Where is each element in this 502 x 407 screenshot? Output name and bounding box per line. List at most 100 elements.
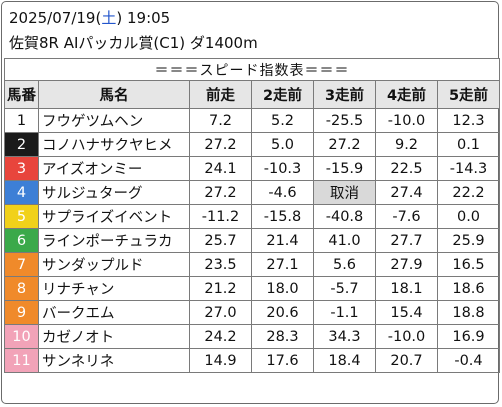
speed-index-cell: -1.1 [313,300,376,325]
speed-index-cell: 16.5 [437,252,500,277]
speed-index-cell: 28.3 [251,324,314,349]
speed-index-cell: 24.2 [189,324,252,349]
speed-index-cell: 18.0 [251,276,314,301]
speed-index-cell: 18.6 [437,276,500,301]
speed-index-cell: 18.4 [313,348,376,373]
weekday-open: ( [95,9,102,27]
race-datetime: 2025/07/19(土) 19:05 [9,9,170,27]
speed-index-cell: -10.0 [375,108,438,133]
horse-name: サンネリネ [38,348,190,373]
speed-index-cell: 18.1 [375,276,438,301]
speed-index-cell: 34.3 [313,324,376,349]
horse-number-badge: 8 [4,276,39,301]
speed-index-cell: -15.9 [313,156,376,181]
col-header-2nd: 2走前 [251,80,314,109]
speed-index-cell: 27.0 [189,300,252,325]
horse-name: アイズオンミー [38,156,190,181]
race-date: 2025/07/19 [9,9,96,27]
speed-index-cell: 27.2 [189,180,252,205]
race-title: 佐賀8R AIパッカル賞(C1) ダ1400m [9,34,258,52]
speed-index-cell: 27.2 [189,132,252,157]
col-header-gate: 馬番 [4,80,39,109]
speed-index-cell: 24.1 [189,156,252,181]
table-row: 6 ラインポーチュラカ 25.7 21.4 41.0 27.7 25.9 [4,228,500,253]
table-row: 11 サンネリネ 14.9 17.6 18.4 20.7 -0.4 [4,348,500,373]
horse-name: サルジュターグ [38,180,190,205]
speed-index-cell: 17.6 [251,348,314,373]
speed-index-cell: -14.3 [437,156,500,181]
speed-index-cell: 15.4 [375,300,438,325]
horse-number-badge: 7 [4,252,39,277]
speed-index-cell: 25.9 [437,228,500,253]
table-row: 9 バークエム 27.0 20.6 -1.1 15.4 18.8 [4,300,500,325]
horse-number-badge: 10 [4,324,39,349]
col-header-5th: 5走前 [437,80,500,109]
race-time: 19:05 [126,9,171,27]
table-row: 1 フウゲツムヘン 7.2 5.2 -25.5 -10.0 12.3 [4,108,500,133]
horse-name: バークエム [38,300,190,325]
speed-index-cell: 5.2 [251,108,314,133]
weekday-close: ) [116,9,123,27]
horse-number-badge: 2 [4,132,39,157]
speed-index-cell: 16.9 [437,324,500,349]
col-header-horse: 馬名 [38,80,190,109]
speed-index-cell: 9.2 [375,132,438,157]
speed-index-cell: 7.2 [189,108,252,133]
horse-number-badge: 5 [4,204,39,229]
speed-index-cell: -0.4 [437,348,500,373]
horse-number-badge: 11 [4,348,39,373]
speed-index-cell: -15.8 [251,204,314,229]
horse-number-badge: 9 [4,300,39,325]
col-header-3rd: 3走前 [313,80,376,109]
horse-number-badge: 4 [4,180,39,205]
speed-index-cell: 21.2 [189,276,252,301]
weekday: 土 [101,9,117,27]
horse-name: コノハナサクヤヒメ [38,132,190,157]
horse-name: フウゲツムヘン [38,108,190,133]
speed-index-cell: 22.2 [437,180,500,205]
speed-index-cell: 27.1 [251,252,314,277]
horse-number-badge: 3 [4,156,39,181]
speed-index-cell: 12.3 [437,108,500,133]
table-row: 2 コノハナサクヤヒメ 27.2 5.0 27.2 9.2 0.1 [4,132,500,157]
speed-index-cell: -25.5 [313,108,376,133]
speed-index-cell: 27.4 [375,180,438,205]
horse-name: カゼノオト [38,324,190,349]
speed-index-cell: 0.0 [437,204,500,229]
horse-name: ラインポーチュラカ [38,228,190,253]
table-row: 5 サプライズイベント -11.2 -15.8 -40.8 -7.6 0.0 [4,204,500,229]
speed-index-table: ＝＝＝スピード指数表＝＝＝ 馬番 馬名 前走 2走前 3走前 4走前 5走前 1… [4,58,500,373]
table-row: 7 サンダップルド 23.5 27.1 5.6 27.9 16.5 [4,252,500,277]
speed-index-cell: 23.5 [189,252,252,277]
speed-index-cell: 18.8 [437,300,500,325]
table-row: 3 アイズオンミー 24.1 -10.3 -15.9 22.5 -14.3 [4,156,500,181]
speed-index-cell: -7.6 [375,204,438,229]
horse-name: サンダップルド [38,252,190,277]
speed-index-cell: 21.4 [251,228,314,253]
speed-index-cell: 14.9 [189,348,252,373]
horse-number-badge: 6 [4,228,39,253]
header-row: 馬番 馬名 前走 2走前 3走前 4走前 5走前 [4,80,500,109]
speed-index-cell: 0.1 [437,132,500,157]
speed-index-cell: -5.7 [313,276,376,301]
horse-name: リナチャン [38,276,190,301]
speed-index-cell: -11.2 [189,204,252,229]
speed-index-cell: 41.0 [313,228,376,253]
col-header-4th: 4走前 [375,80,438,109]
table-row: 10 カゼノオト 24.2 28.3 34.3 -10.0 16.9 [4,324,500,349]
speed-index-cell: -10.0 [375,324,438,349]
speed-index-cell: 25.7 [189,228,252,253]
speed-index-cell: 27.9 [375,252,438,277]
speed-index-cell: 20.7 [375,348,438,373]
speed-index-cell: -4.6 [251,180,314,205]
table-title: ＝＝＝スピード指数表＝＝＝ [4,58,500,81]
horse-name: サプライズイベント [38,204,190,229]
table-row: 4 サルジュターグ 27.2 -4.6 取消 27.4 22.2 [4,180,500,205]
speed-index-cell: -40.8 [313,204,376,229]
speed-index-cell: 22.5 [375,156,438,181]
speed-index-cell: 20.6 [251,300,314,325]
speed-index-cell: 5.0 [251,132,314,157]
speed-index-cell: 27.2 [313,132,376,157]
speed-index-cell: 27.7 [375,228,438,253]
speed-index-cell: 5.6 [313,252,376,277]
